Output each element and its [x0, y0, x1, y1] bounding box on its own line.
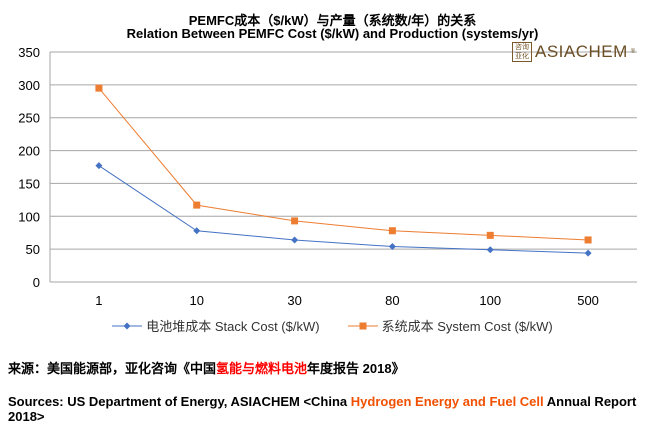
y-tick-label: 150 [18, 176, 40, 191]
source-highlight: 氢能与燃料电池 [216, 361, 308, 376]
source-text: Sources: US Department of Energy, ASIACH… [8, 394, 351, 409]
series-line [98, 165, 589, 254]
legend-item-stack: 电池堆成本 Stack Cost ($/kW) [112, 316, 320, 335]
data-point [584, 249, 592, 257]
x-tick-label: 1 [95, 293, 102, 308]
legend: 电池堆成本 Stack Cost ($/kW) 系统成本 System Cost… [0, 316, 665, 335]
logo-mark: ® [630, 49, 636, 55]
asiachem-logo: 咨询亚化 ASIACHEM ® [512, 42, 635, 62]
legend-label: 系统成本 System Cost ($/kW) [381, 319, 553, 334]
diamond-marker-icon [112, 322, 143, 329]
data-point [193, 227, 201, 235]
chart-title-en: Relation Between PEMFC Cost ($/kW) and P… [126, 26, 539, 41]
data-point [95, 162, 103, 170]
data-point [486, 246, 494, 254]
y-tick-label: 300 [18, 78, 40, 93]
data-point [486, 231, 494, 239]
data-point [291, 217, 299, 225]
logo-seal: 咨询亚化 [512, 42, 532, 62]
logo-name: ASIACHEM [535, 42, 628, 61]
y-tick-label: 50 [26, 242, 40, 257]
data-point [388, 243, 396, 251]
data-point [584, 236, 592, 244]
data-point [193, 201, 201, 209]
data-point [291, 236, 299, 244]
data-point [95, 84, 103, 92]
source-cn: 来源：美国能源部，亚化咨询《中国氢能与燃料电池年度报告 2018》 [8, 358, 405, 377]
data-point [388, 227, 396, 235]
source-text: 年度报告 2018》 [307, 361, 405, 376]
series-line [98, 87, 589, 241]
y-tick-label: 100 [18, 209, 40, 224]
x-tick-label: 100 [479, 293, 501, 308]
x-tick-label: 30 [287, 293, 301, 308]
source-en: Sources: US Department of Energy, ASIACH… [8, 394, 665, 424]
legend-label: 电池堆成本 Stack Cost ($/kW) [146, 319, 320, 334]
source-highlight: Hydrogen Energy and Fuel Cell [350, 394, 544, 409]
y-tick-label: 0 [33, 275, 40, 290]
chart-title-cn: PEMFC成本（$/kW）与产量（系统数/年）的关系 [188, 13, 477, 28]
line-chart: 0 50 100 150 200 250 300 350 1 10 30 80 100 500 [18, 45, 637, 308]
x-tick-label: 500 [577, 293, 599, 308]
y-tick-label: 200 [18, 144, 40, 159]
legend-item-system: 系统成本 System Cost ($/kW) [347, 316, 553, 335]
source-text: 来源：美国能源部，亚化咨询《中国 [8, 361, 217, 376]
x-tick-label: 10 [190, 293, 204, 308]
y-tick-label: 350 [18, 45, 40, 60]
y-tick-label: 250 [18, 111, 40, 126]
x-tick-label: 80 [385, 293, 399, 308]
square-marker-icon [347, 322, 378, 329]
